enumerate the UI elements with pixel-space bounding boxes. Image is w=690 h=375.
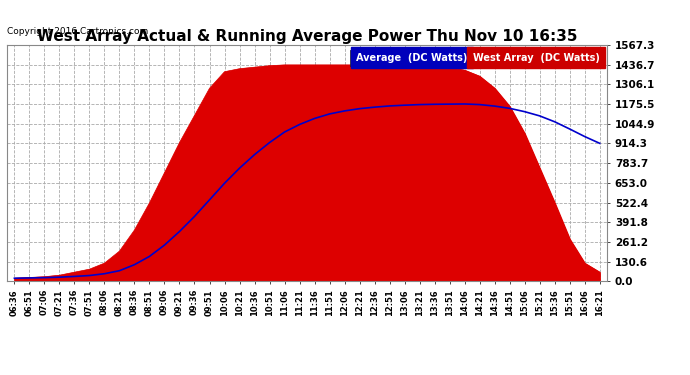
Title: West Array Actual & Running Average Power Thu Nov 10 16:35: West Array Actual & Running Average Powe… bbox=[37, 29, 578, 44]
Text: Copyright 2016 Cartronics.com: Copyright 2016 Cartronics.com bbox=[7, 27, 148, 36]
Legend: Average  (DC Watts), West Array  (DC Watts): Average (DC Watts), West Array (DC Watts… bbox=[351, 50, 602, 66]
